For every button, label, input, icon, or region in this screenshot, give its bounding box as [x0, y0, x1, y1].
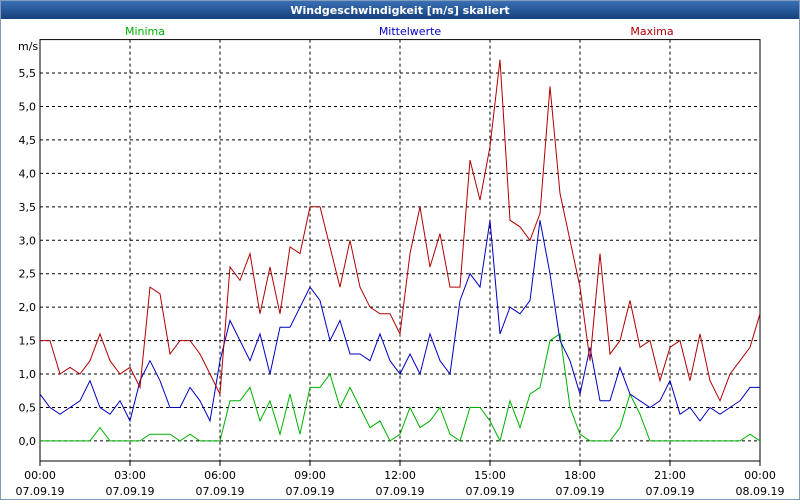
series-line	[39, 220, 760, 423]
x-tick-date: 07.09.19	[646, 485, 695, 498]
legend-entry: Maxima	[630, 25, 673, 38]
y-tick-label: 3,5	[19, 201, 37, 214]
legend-entry: Minima	[125, 25, 165, 38]
x-tick-label: 21:00	[654, 469, 686, 482]
legend-entry: Mittelwerte	[379, 25, 442, 38]
y-tick-label: 3,0	[19, 234, 37, 247]
x-tick-date: 07.09.19	[106, 485, 155, 498]
y-tick-label: 4,0	[19, 167, 37, 180]
x-tick-date: 07.09.19	[466, 485, 515, 498]
series-line	[40, 59, 761, 403]
x-tick-label: 06:00	[204, 469, 236, 482]
y-tick-label: 5,5	[19, 67, 37, 80]
y-tick-label: 2,5	[19, 268, 37, 281]
x-tick-label: 00:00	[744, 469, 776, 482]
y-tick-label: 5,0	[19, 100, 37, 113]
x-tick-label: 18:00	[564, 469, 596, 482]
x-tick-label: 15:00	[474, 469, 506, 482]
y-tick-label: 2,0	[19, 301, 37, 314]
y-tick-label: 0,5	[19, 401, 37, 414]
chart-title: Windgeschwindigkeit [m/s] skaliert	[290, 4, 509, 17]
series-line	[40, 333, 761, 443]
x-tick-date: 07.09.19	[556, 485, 605, 498]
x-tick-date: 07.09.19	[376, 485, 425, 498]
title-bar	[1, 1, 799, 19]
y-axis-label: m/s	[18, 40, 38, 53]
x-tick-label: 03:00	[114, 469, 146, 482]
x-tick-label: 00:00	[24, 469, 56, 482]
y-tick-label: 0,0	[19, 435, 37, 448]
x-tick-date: 08.09.19	[736, 485, 785, 498]
y-tick-label: 4,5	[19, 134, 37, 147]
x-tick-label: 09:00	[294, 469, 326, 482]
y-tick-label: 1,5	[19, 335, 37, 348]
y-tick-label: 1,0	[19, 368, 37, 381]
x-tick-date: 07.09.19	[16, 485, 65, 498]
x-tick-date: 07.09.19	[196, 485, 245, 498]
x-tick-date: 07.09.19	[286, 485, 335, 498]
x-tick-label: 12:00	[384, 469, 416, 482]
